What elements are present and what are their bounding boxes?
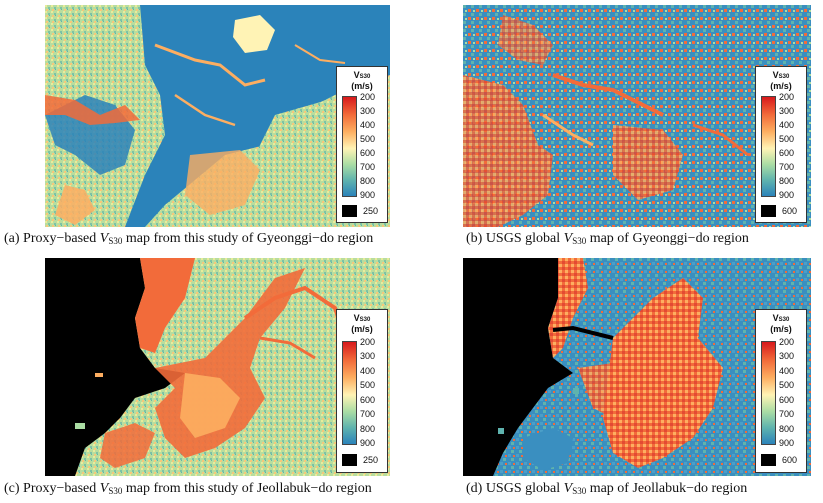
legend-tick: 700 — [779, 409, 795, 419]
legend-tick: 300 — [779, 351, 795, 361]
legend-tick: 600 — [779, 395, 795, 405]
map-d-jeollabuk-usgs — [463, 258, 811, 476]
caption-c: (c) Proxy−based VS30 map from this study… — [4, 481, 372, 496]
colorbar — [761, 341, 776, 445]
legend-tick: 800 — [360, 176, 376, 186]
nodata-swatch — [342, 205, 357, 217]
legend-tick: 300 — [360, 106, 376, 116]
caption-b: (b) USGS global VS30 map of Gyeonggi−do … — [466, 231, 749, 246]
legend-tick: 800 — [360, 424, 376, 434]
map-b-gyeonggi-usgs — [463, 5, 811, 227]
legend-tick: 400 — [779, 366, 795, 376]
legend-d: VS30 (m/s) 200 300 400 500 600 700 800 9… — [755, 309, 807, 473]
legend-tick: 200 — [779, 337, 795, 347]
map-a-gyeonggi-proxy — [45, 5, 390, 227]
legend-title: VS30 — [353, 313, 371, 323]
legend-c: VS30 (m/s) 200 300 400 500 600 700 800 9… — [336, 309, 388, 473]
legend-tick: 500 — [360, 380, 376, 390]
caption-d: (d) USGS global VS30 map of Jeollabuk−do… — [466, 481, 748, 496]
colorbar — [761, 96, 776, 197]
legend-tick: 900 — [779, 190, 795, 200]
legend-unit: (m/s) — [770, 324, 792, 334]
legend-tick: 400 — [360, 366, 376, 376]
legend-tick: 400 — [779, 120, 795, 130]
nodata-label: 600 — [782, 206, 798, 216]
legend-a: VS30 (m/s) 200 300 400 500 600 700 800 9… — [336, 66, 388, 223]
legend-title: VS30 — [772, 313, 790, 323]
nodata-label: 250 — [363, 455, 379, 465]
legend-tick: 900 — [360, 190, 376, 200]
legend-tick: 500 — [779, 134, 795, 144]
legend-tick: 500 — [360, 134, 376, 144]
legend-tick: 200 — [360, 92, 376, 102]
legend-tick: 500 — [779, 380, 795, 390]
legend-tick: 700 — [360, 409, 376, 419]
nodata-label: 600 — [782, 455, 798, 465]
legend-tick: 800 — [779, 176, 795, 186]
legend-tick: 900 — [360, 438, 376, 448]
legend-tick: 400 — [360, 120, 376, 130]
legend-tick: 200 — [779, 92, 795, 102]
legend-tick: 900 — [779, 438, 795, 448]
nodata-swatch — [761, 205, 776, 217]
legend-tick: 300 — [360, 351, 376, 361]
nodata-label: 250 — [363, 206, 379, 216]
legend-tick: 600 — [360, 395, 376, 405]
colorbar — [342, 96, 357, 197]
caption-a: (a) Proxy−based VS30 map from this study… — [4, 231, 374, 246]
legend-unit: (m/s) — [351, 81, 373, 91]
legend-tick: 600 — [360, 148, 376, 158]
legend-tick: 800 — [779, 424, 795, 434]
legend-tick: 700 — [779, 162, 795, 172]
legend-tick: 600 — [779, 148, 795, 158]
map-c-jeollabuk-proxy — [45, 258, 390, 476]
legend-title: VS30 — [353, 70, 371, 80]
legend-b: VS30 (m/s) 200 300 400 500 600 700 800 9… — [755, 66, 807, 223]
legend-tick: 300 — [779, 106, 795, 116]
legend-title: VS30 — [772, 70, 790, 80]
colorbar — [342, 341, 357, 445]
legend-tick: 200 — [360, 337, 376, 347]
legend-tick: 700 — [360, 162, 376, 172]
nodata-swatch — [342, 454, 357, 466]
nodata-swatch — [761, 454, 776, 466]
legend-unit: (m/s) — [770, 81, 792, 91]
legend-unit: (m/s) — [351, 324, 373, 334]
